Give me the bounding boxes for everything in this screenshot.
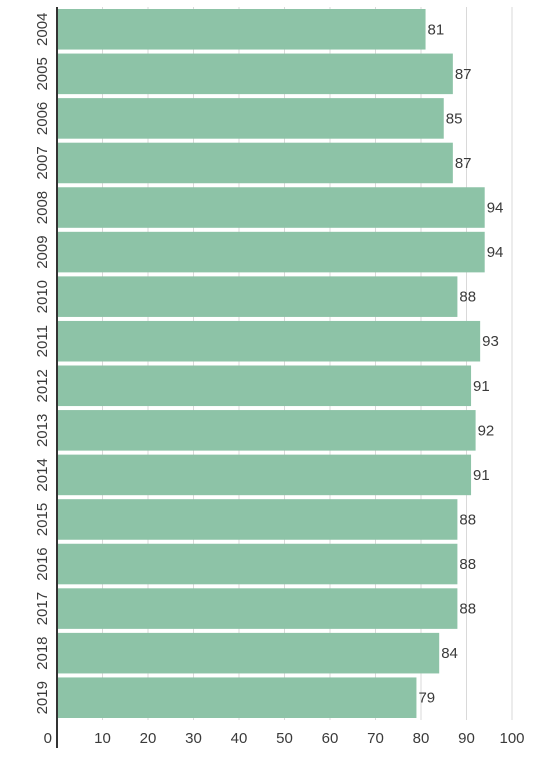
value-label-2019: 79	[418, 690, 435, 707]
value-label-2006: 85	[446, 110, 463, 127]
category-label-2011: 2011	[34, 325, 51, 357]
value-label-2016: 88	[459, 556, 476, 573]
bar-2015	[58, 499, 458, 540]
category-label-2014: 2014	[34, 458, 51, 491]
category-label-2012: 2012	[34, 369, 51, 402]
bar-2006	[58, 98, 444, 139]
category-label-2018: 2018	[34, 636, 51, 669]
x-tick-label-30: 30	[185, 730, 202, 747]
value-labels: 81 87 85 87 94 94 88 93 91 92 91 88 88 88 84 79	[418, 21, 503, 706]
x-tick-label-90: 90	[458, 730, 475, 747]
bar-2009	[58, 231, 485, 273]
x-tick-label-20: 20	[140, 730, 157, 747]
bar-2004	[58, 9, 426, 50]
bar-2005	[58, 53, 453, 95]
value-label-2010: 88	[459, 289, 476, 306]
category-label-2016: 2016	[34, 547, 51, 580]
x-tick-label-40: 40	[231, 730, 248, 747]
category-label-2013: 2013	[34, 414, 51, 447]
value-label-2018: 84	[441, 645, 458, 662]
bars	[58, 9, 485, 718]
bar-2019	[58, 677, 417, 718]
category-label-2017: 2017	[34, 592, 51, 625]
value-label-2012: 91	[473, 378, 490, 395]
value-label-2011: 93	[482, 333, 499, 350]
category-label-2006: 2006	[34, 102, 51, 135]
x-tick-label-70: 70	[367, 730, 384, 747]
x-tick-label-60: 60	[322, 730, 339, 747]
category-label-2005: 2005	[34, 57, 51, 90]
category-label-2015: 2015	[34, 503, 51, 536]
x-tick-labels: 0 10 20 30 40 50 60 70 80 90 100	[44, 730, 525, 747]
value-label-2015: 88	[459, 511, 476, 528]
x-tick-label-50: 50	[276, 730, 293, 747]
category-label-2009: 2009	[34, 235, 51, 268]
value-label-2009: 94	[487, 244, 504, 261]
bar-2012	[58, 365, 472, 407]
value-label-2007: 87	[455, 155, 472, 172]
x-tick-label-0: 0	[44, 730, 52, 747]
category-label-2008: 2008	[34, 191, 51, 224]
bar-2007	[58, 142, 453, 184]
value-label-2005: 87	[455, 66, 472, 83]
value-label-2013: 92	[478, 422, 495, 439]
value-label-2008: 94	[487, 200, 504, 217]
value-label-2004: 81	[428, 21, 445, 38]
bar-2018	[58, 632, 440, 674]
value-label-2017: 88	[459, 601, 476, 618]
bar-2008	[58, 187, 485, 228]
bar-2013	[58, 410, 476, 451]
category-label-2007: 2007	[34, 146, 51, 179]
bar-2016	[58, 543, 458, 585]
bar-2017	[58, 588, 458, 629]
bar-2010	[58, 276, 458, 317]
category-label-2019: 2019	[34, 681, 51, 714]
category-label-2010: 2010	[34, 280, 51, 313]
x-tick-label-100: 100	[499, 730, 524, 747]
category-label-2004: 2004	[34, 13, 51, 46]
bar-2011	[58, 320, 481, 362]
x-tick-label-80: 80	[413, 730, 430, 747]
value-label-2014: 91	[473, 467, 490, 484]
bar-2014	[58, 454, 472, 496]
category-labels: 2004 2005 2006 2007 2008 2009 2010 2011 2012 2013…	[34, 13, 51, 715]
x-tick-label-10: 10	[94, 730, 111, 747]
